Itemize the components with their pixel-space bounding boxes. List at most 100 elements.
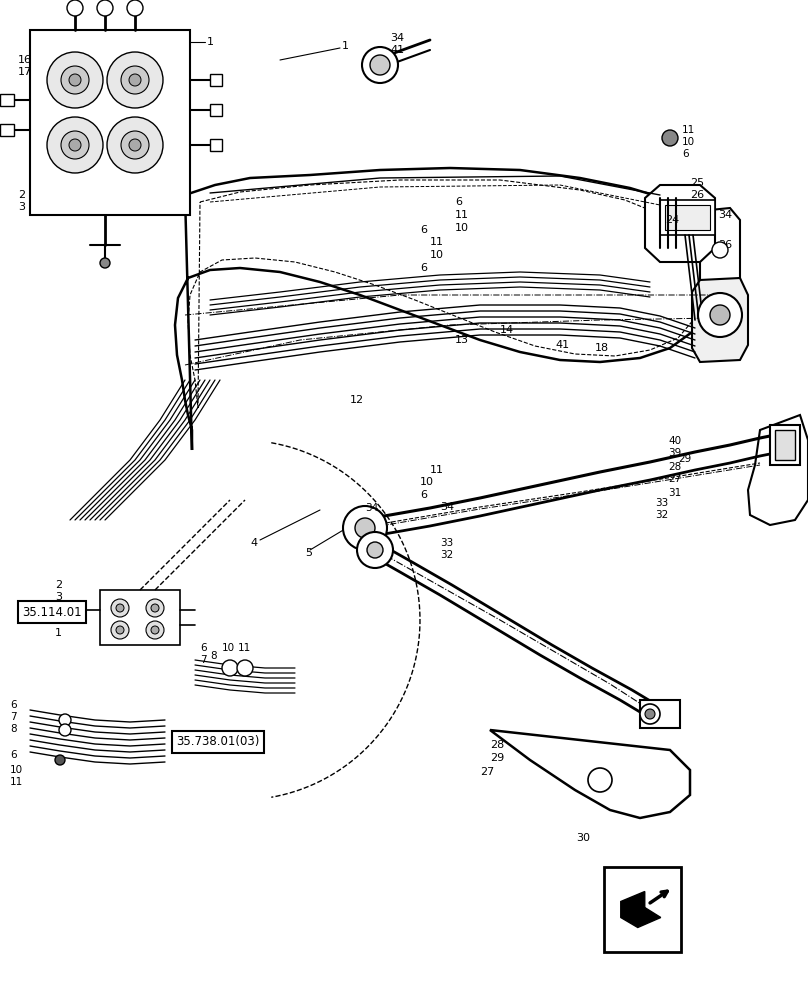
Text: 32: 32 [440,550,453,560]
Text: 33: 33 [655,498,668,508]
Circle shape [67,0,83,16]
Bar [210,74,222,86]
Text: 6: 6 [420,490,427,500]
Circle shape [640,704,660,724]
Text: 25: 25 [690,178,704,188]
Text: 28: 28 [490,740,504,750]
Circle shape [588,768,612,792]
Bar [210,139,222,151]
Text: 10: 10 [455,223,469,233]
Text: 27: 27 [480,767,494,777]
Circle shape [107,52,163,108]
Bar [665,205,710,230]
Bar [210,104,222,116]
Text: 5: 5 [305,548,312,558]
Circle shape [107,117,163,173]
Text: 1: 1 [207,37,214,47]
Text: 6: 6 [200,643,207,653]
Text: 34: 34 [440,502,454,512]
Text: 39: 39 [668,448,681,458]
Bar [30,30,190,215]
Text: 26: 26 [718,240,732,250]
Polygon shape [621,908,661,928]
Text: 10: 10 [420,477,434,487]
Text: 11: 11 [682,125,695,135]
Text: 7: 7 [10,712,17,722]
Text: 18: 18 [595,343,609,353]
Text: 6: 6 [10,750,17,760]
Circle shape [127,0,143,16]
Text: 10: 10 [222,643,235,653]
Text: 35.114.01: 35.114.01 [23,605,82,618]
Text: 8: 8 [10,724,17,734]
Text: 29: 29 [490,753,504,763]
Circle shape [362,47,398,83]
Text: 31: 31 [668,488,681,498]
Circle shape [59,724,71,736]
Text: 2: 2 [18,190,25,200]
Text: 6: 6 [420,225,427,235]
Circle shape [710,305,730,325]
Text: 17: 17 [55,616,69,626]
Text: 6: 6 [682,149,688,159]
Polygon shape [645,185,715,262]
Polygon shape [700,208,740,358]
Circle shape [116,626,124,634]
Text: 7: 7 [200,655,207,665]
Circle shape [146,621,164,639]
Circle shape [151,604,159,612]
Circle shape [55,755,65,765]
Text: 17: 17 [18,67,32,77]
Text: 32: 32 [655,510,668,520]
Circle shape [357,532,393,568]
Text: 29: 29 [678,454,692,464]
Circle shape [151,626,159,634]
Circle shape [367,542,383,558]
Text: 2: 2 [55,580,62,590]
Text: 16: 16 [18,55,32,65]
Bar [775,430,795,460]
Text: 28: 28 [668,462,681,472]
Circle shape [47,117,103,173]
Text: 14: 14 [500,325,514,335]
Text: 10: 10 [682,137,695,147]
Text: 35.738.01(03): 35.738.01(03) [176,736,259,748]
Text: 26: 26 [690,190,704,200]
Text: 33: 33 [440,538,453,548]
Text: 16: 16 [55,604,69,614]
Circle shape [343,506,387,550]
Text: 10: 10 [430,250,444,260]
Text: 40: 40 [668,436,681,446]
Polygon shape [621,892,645,918]
Text: 41: 41 [390,45,404,55]
Text: 11: 11 [430,465,444,475]
Text: 3: 3 [18,202,25,212]
Text: 11: 11 [10,777,23,787]
Text: 6: 6 [420,263,427,273]
Circle shape [100,258,110,268]
Bar [100,590,180,645]
Text: 8: 8 [210,651,217,661]
Circle shape [59,714,71,726]
Circle shape [370,55,390,75]
Text: 6: 6 [455,197,462,207]
Text: 27: 27 [668,474,681,484]
Circle shape [222,660,238,676]
Polygon shape [748,415,808,525]
Circle shape [111,621,129,639]
Circle shape [111,599,129,617]
Circle shape [698,293,742,337]
Text: 1: 1 [342,41,349,51]
Circle shape [61,131,89,159]
Circle shape [129,139,141,151]
Circle shape [712,312,728,328]
Text: 12: 12 [350,395,364,405]
Text: 34: 34 [718,210,732,220]
Polygon shape [175,168,718,450]
Bar [640,700,680,728]
Circle shape [129,74,141,86]
Bar [660,200,715,235]
Text: 11: 11 [238,643,251,653]
Text: 24: 24 [665,215,680,225]
Circle shape [355,518,375,538]
